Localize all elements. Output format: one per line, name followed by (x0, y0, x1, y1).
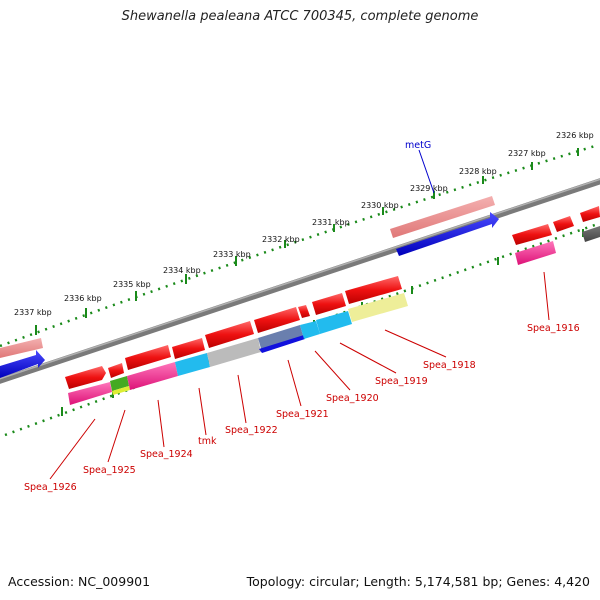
inner-colored-genes (68, 241, 556, 405)
gene-feature[interactable] (258, 325, 304, 352)
gene-feature[interactable] (254, 307, 300, 333)
gene-feature[interactable] (108, 363, 124, 378)
gene-label-spea-1926[interactable]: Spea_1926 (24, 482, 77, 493)
ruler-label: 2330 kbp (361, 201, 399, 210)
gene-feature[interactable] (298, 305, 310, 318)
ruler-label: 2327 kbp (508, 149, 546, 158)
map-title: Shewanella pealeana ATCC 700345, complet… (121, 9, 479, 24)
gene-feature[interactable] (580, 206, 600, 222)
outer-major-ticks (35, 148, 579, 335)
ruler-label: 2326 kbp (556, 131, 594, 140)
gene-feature[interactable] (0, 338, 43, 358)
ruler-label: 2328 kbp (459, 167, 497, 176)
gene-feature[interactable] (390, 196, 495, 238)
genome-backbone (0, 178, 600, 384)
ruler-label: 2332 kbp (262, 235, 300, 244)
gene-label-tmk[interactable]: tmk (198, 436, 217, 447)
gene-feature[interactable] (110, 376, 129, 391)
gene-feature[interactable] (345, 276, 402, 304)
gene-feature[interactable] (112, 386, 130, 395)
gene-feature[interactable] (515, 241, 556, 265)
gene-feature[interactable] (172, 338, 205, 359)
gene-feature[interactable] (512, 224, 552, 245)
gene-feature[interactable] (68, 382, 112, 405)
gene-label-metg[interactable]: metG (405, 140, 431, 151)
gene-feature[interactable] (127, 362, 178, 390)
metg-leader (418, 149, 435, 194)
gene-feature[interactable] (0, 350, 45, 378)
ruler-label: 2329 kbp (410, 184, 448, 193)
genome-summary-text: Topology: circular; Length: 5,174,581 bp… (246, 574, 590, 589)
gene-label-spea-1922[interactable]: Spea_1922 (225, 425, 278, 436)
ruler-labels: 2326 kbp 2327 kbp 2328 kbp 2329 kbp 2330… (14, 131, 594, 317)
gene-label-spea-1919[interactable]: Spea_1919 (375, 376, 428, 387)
gene-feature[interactable] (348, 293, 408, 322)
gene-label-spea-1920[interactable]: Spea_1920 (326, 393, 379, 404)
gene-feature[interactable] (207, 338, 261, 367)
gene-label-spea-1925[interactable]: Spea_1925 (83, 465, 136, 476)
inner-red-genes (65, 216, 574, 389)
ruler-label: 2334 kbp (163, 266, 201, 275)
gene-feature[interactable] (582, 226, 600, 242)
gene-label-spea-1924[interactable]: Spea_1924 (140, 449, 193, 460)
gene-feature[interactable] (259, 335, 305, 353)
gene-label-spea-1916[interactable]: Spea_1916 (527, 323, 580, 334)
gene-label-spea-1921[interactable]: Spea_1921 (276, 409, 329, 420)
gene-feature[interactable] (175, 353, 210, 376)
outer-ruler (0, 144, 596, 348)
ruler-label: 2337 kbp (14, 308, 52, 317)
accession-text: Accession: NC_009901 (8, 574, 151, 589)
gene-feature[interactable] (125, 345, 171, 370)
gene-feature[interactable] (312, 293, 346, 315)
gene-feature[interactable] (396, 212, 499, 256)
gene-feature[interactable] (553, 216, 574, 232)
gene-feature[interactable] (300, 321, 320, 339)
gene-label-spea-1918[interactable]: Spea_1918 (423, 360, 476, 371)
backbone-highlight (0, 178, 600, 380)
label-leaders (49, 271, 550, 480)
ruler-label: 2333 kbp (213, 250, 251, 259)
gene-feature[interactable] (65, 366, 106, 389)
gene-feature[interactable] (316, 311, 352, 334)
ruler-label: 2331 kbp (312, 218, 350, 227)
outer-genes (0, 196, 600, 378)
ruler-label: 2335 kbp (113, 280, 151, 289)
gene-feature[interactable] (205, 321, 254, 348)
gene-labels: Spea_1916 Spea_1918 Spea_1919 Spea_1920 … (24, 323, 580, 493)
ruler-label: 2336 kbp (64, 294, 102, 303)
